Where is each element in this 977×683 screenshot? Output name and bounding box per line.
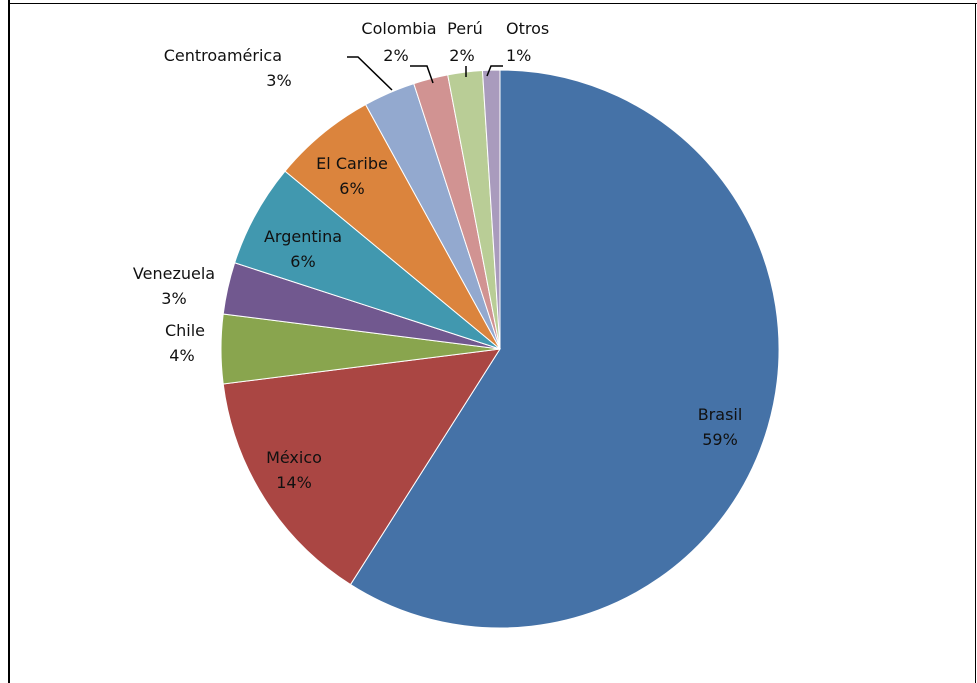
slice-label-name: Perú: [447, 19, 483, 38]
leader-line: [347, 56, 393, 91]
slice-label-name: Colombia: [361, 19, 436, 38]
frame-border-right: [975, 3, 976, 683]
slice-label-value: 6%: [339, 179, 364, 198]
slice-label-name: Argentina: [264, 227, 342, 246]
frame-border-left: [8, 0, 10, 683]
slice-label-value: 59%: [702, 430, 738, 449]
slice-label-name: Centroamérica: [164, 46, 282, 65]
pie-slice-méxico: [222, 348, 501, 586]
leader-line: [486, 65, 503, 77]
slice-label-value: 3%: [266, 71, 291, 90]
slice-label-name: Brasil: [698, 405, 743, 424]
pie-slices: [220, 69, 780, 629]
frame-border-top: [8, 3, 977, 4]
leader-lines: [347, 56, 503, 91]
slice-label-value: 1%: [506, 46, 531, 65]
slice-label-value: 2%: [449, 46, 474, 65]
slice-label-value: 14%: [276, 473, 312, 492]
slice-label-name: Otros: [506, 19, 549, 38]
leader-line: [410, 65, 434, 84]
slice-label-name: Chile: [165, 321, 205, 340]
slice-label-value: 6%: [290, 252, 315, 271]
slice-labels: Brasil 59% México 14% Chile 4% Venezuela 3% Arge…: [133, 19, 742, 492]
slice-label-value: 4%: [169, 346, 194, 365]
slice-label-value: 2%: [383, 46, 408, 65]
slice-label-value: 3%: [161, 289, 186, 308]
slice-label-name: México: [266, 448, 322, 467]
pie-slice-otros: [481, 69, 501, 350]
slice-label-name: Venezuela: [133, 264, 215, 283]
pie-slice-brasil: [349, 69, 780, 629]
slice-label-name: El Caribe: [316, 154, 388, 173]
